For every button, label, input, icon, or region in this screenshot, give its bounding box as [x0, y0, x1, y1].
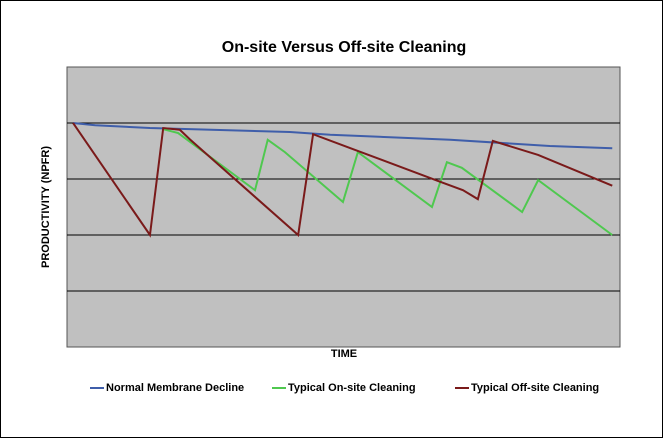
series-line: [162, 128, 613, 236]
chart-title: On-site Versus Off-site Cleaning: [222, 39, 467, 56]
plot-area: [66, 66, 621, 348]
x-axis-label: TIME: [331, 348, 357, 360]
y-axis-label: PRODUCTIVITY (NPFR): [40, 146, 52, 268]
legend-label: Typical Off-site Cleaning: [471, 382, 599, 394]
series-line: [72, 122, 613, 150]
legend-label: Normal Membrane Decline: [106, 382, 244, 394]
series-line: [72, 122, 613, 238]
legend-label: Typical On-site Cleaning: [288, 382, 416, 394]
